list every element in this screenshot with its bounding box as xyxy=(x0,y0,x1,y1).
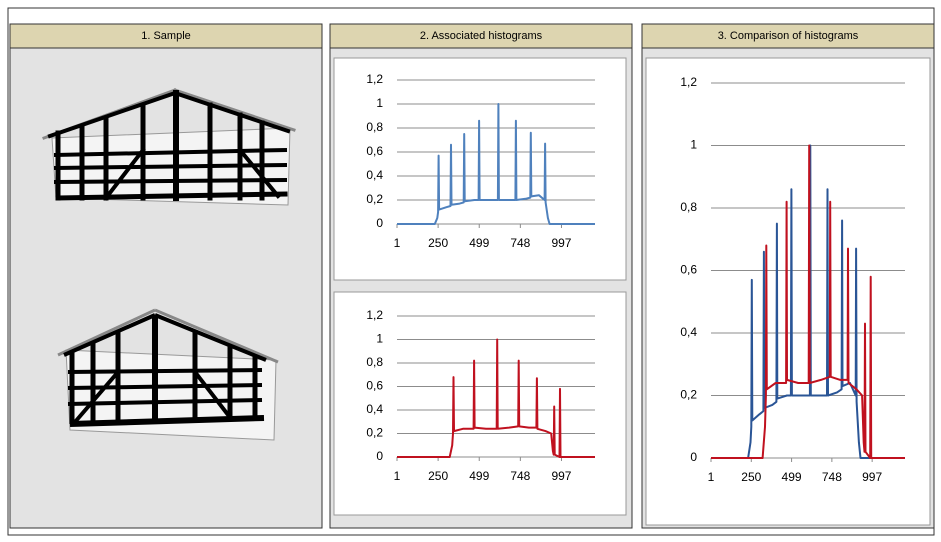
x-tick-label: 748 xyxy=(510,469,530,483)
chart-box xyxy=(646,58,930,525)
x-tick-label: 1 xyxy=(394,469,401,483)
y-tick-label: 0,4 xyxy=(680,325,697,339)
x-tick-label: 250 xyxy=(741,470,761,484)
y-tick-label: 1,2 xyxy=(366,72,383,86)
y-tick-label: 0,6 xyxy=(366,144,383,158)
y-tick-label: 0 xyxy=(376,216,383,230)
x-tick-label: 499 xyxy=(782,470,802,484)
y-tick-label: 0,2 xyxy=(680,388,697,402)
x-tick-label: 748 xyxy=(510,236,530,250)
y-tick-label: 0,8 xyxy=(680,200,697,214)
x-tick-label: 250 xyxy=(428,469,448,483)
figure: 1. Sample 2. Associated histograms 3. Co… xyxy=(0,0,941,537)
panel-title: 3. Comparison of histograms xyxy=(718,30,859,42)
y-tick-label: 0 xyxy=(690,450,697,464)
y-tick-label: 1 xyxy=(690,138,697,152)
y-tick-label: 0,4 xyxy=(366,402,383,416)
y-tick-label: 0,2 xyxy=(366,426,383,440)
y-tick-label: 0,8 xyxy=(366,355,383,369)
y-tick-label: 1,2 xyxy=(366,308,383,322)
y-tick-label: 1,2 xyxy=(680,75,697,89)
panel-title: 1. Sample xyxy=(141,30,191,42)
x-tick-label: 748 xyxy=(822,470,842,484)
x-tick-label: 1 xyxy=(394,236,401,250)
y-tick-label: 0,4 xyxy=(366,168,383,182)
x-tick-label: 1 xyxy=(708,470,715,484)
panel xyxy=(10,24,322,528)
x-tick-label: 997 xyxy=(551,236,571,250)
y-tick-label: 0 xyxy=(376,449,383,463)
y-tick-label: 0,8 xyxy=(366,120,383,134)
x-tick-label: 499 xyxy=(469,236,489,250)
x-tick-label: 499 xyxy=(469,469,489,483)
y-tick-label: 0,6 xyxy=(366,379,383,393)
y-tick-label: 0,2 xyxy=(366,192,383,206)
panel-title: 2. Associated histograms xyxy=(420,30,543,42)
y-tick-label: 1 xyxy=(376,96,383,110)
y-tick-label: 0,6 xyxy=(680,263,697,277)
y-tick-label: 1 xyxy=(376,332,383,346)
x-tick-label: 997 xyxy=(551,469,571,483)
x-tick-label: 997 xyxy=(862,470,882,484)
x-tick-label: 250 xyxy=(428,236,448,250)
